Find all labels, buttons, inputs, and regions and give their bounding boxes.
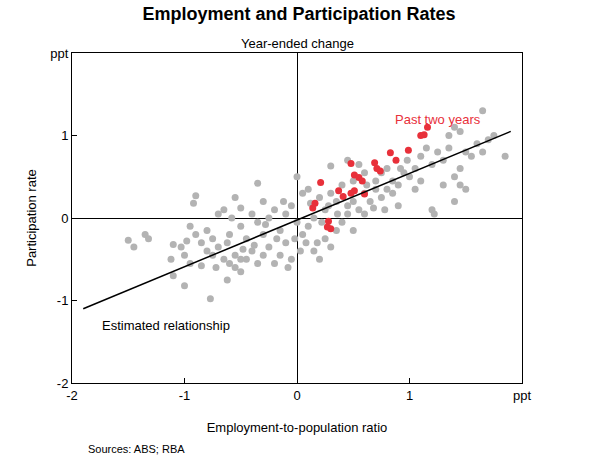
svg-text:1: 1 xyxy=(61,128,68,143)
svg-text:Sources: ABS; RBA: Sources: ABS; RBA xyxy=(88,443,185,455)
svg-text:-2: -2 xyxy=(57,376,69,391)
svg-text:ppt: ppt xyxy=(50,46,68,61)
svg-text:-2: -2 xyxy=(66,388,78,403)
svg-text:0: 0 xyxy=(61,211,68,226)
svg-text:Year-ended change: Year-ended change xyxy=(241,36,354,51)
svg-text:Employment and Participation R: Employment and Participation Rates xyxy=(142,4,455,24)
svg-text:ppt: ppt xyxy=(513,388,531,403)
svg-text:Participation rate: Participation rate xyxy=(24,169,39,267)
svg-text:Past two years: Past two years xyxy=(395,112,481,127)
svg-text:1: 1 xyxy=(406,388,413,403)
svg-text:Estimated relationship: Estimated relationship xyxy=(102,318,230,333)
svg-text:-1: -1 xyxy=(179,388,191,403)
svg-text:-1: -1 xyxy=(57,293,69,308)
svg-text:0: 0 xyxy=(293,388,300,403)
svg-text:Employment-to-population ratio: Employment-to-population ratio xyxy=(207,420,388,435)
